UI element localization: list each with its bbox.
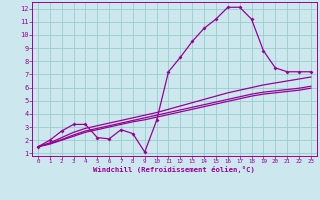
X-axis label: Windchill (Refroidissement éolien,°C): Windchill (Refroidissement éolien,°C) [93,166,255,173]
